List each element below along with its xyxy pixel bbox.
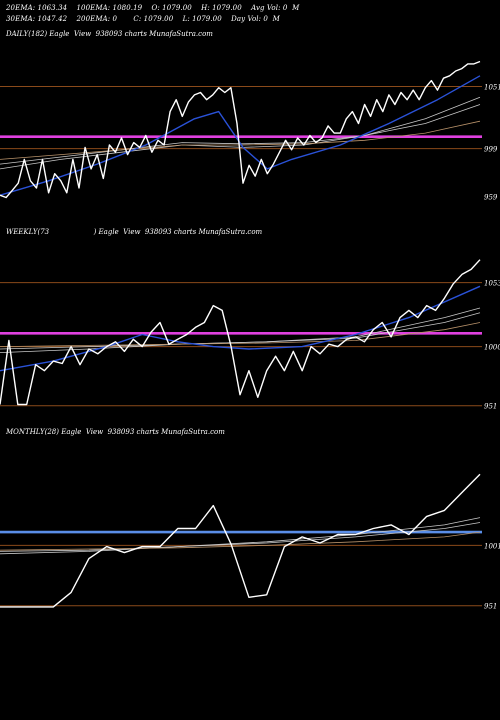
daily-panel-label: DAILY(182) Eagle View 938093 charts Muna… (6, 30, 213, 38)
header-line-1: 20EMA: 1063.34 100EMA: 1080.19 O: 1079.0… (6, 4, 299, 12)
low-readout: L: 1079.00 (182, 15, 222, 23)
weekly-series-ema_brown-4 (0, 322, 481, 347)
monthly-series-ema_gray-2 (0, 522, 481, 552)
monthly-tick-label-1: 951 (484, 603, 497, 611)
weekly-tick-label-0: 1053 (484, 280, 500, 288)
monthly-series-price-0 (0, 473, 481, 608)
open-readout: O: 1079.00 (151, 4, 192, 12)
weekly-tick-label-1: 1000 (484, 344, 500, 352)
monthly-panel: 1001 951 (0, 473, 500, 611)
daily-series-ema_gray-3 (0, 104, 481, 165)
weekly-panel: 1053 1000 951 (0, 259, 500, 411)
monthly-series-ema_gray-1 (0, 517, 481, 555)
avgvol-readout: Avg Vol: 0 M (251, 4, 300, 12)
weekly-series-ema_gray-3 (0, 312, 481, 350)
ema200-readout: 200EMA: 0 (76, 15, 118, 23)
monthly-series-ema_brown-3 (0, 531, 481, 551)
header-line-2: 30EMA: 1047.42 200EMA: 0 C: 1079.00 L: 1… (6, 15, 280, 23)
daily-series-ema_brown-4 (0, 120, 481, 160)
daily-tick-label-2: 959 (484, 193, 498, 201)
weekly-panel-label: WEEKLY(73 ) Eagle View 938093 charts Mun… (6, 228, 263, 236)
ema20-readout: 20EMA: 1063.34 (6, 4, 68, 12)
monthly-panel-label: MONTHLY(28) Eagle View 938093 charts Mun… (6, 428, 225, 436)
ema100-readout: 100EMA: 1080.19 (76, 4, 143, 12)
weekly-series-price-0 (0, 259, 481, 406)
weekly-tick-label-2: 951 (484, 403, 497, 411)
daily-series-ema_blue-1 (0, 75, 481, 196)
daily-series-price-0 (0, 60, 481, 199)
dayvol-readout: Day Vol: 0 M (231, 15, 280, 23)
monthly-tick-label-0: 1001 (484, 542, 500, 550)
close-readout: C: 1079.00 (133, 15, 174, 23)
daily-tick-label-1: 999 (484, 146, 498, 154)
ema30-readout: 30EMA: 1047.42 (6, 15, 68, 23)
high-readout: H: 1079.00 (201, 4, 242, 12)
